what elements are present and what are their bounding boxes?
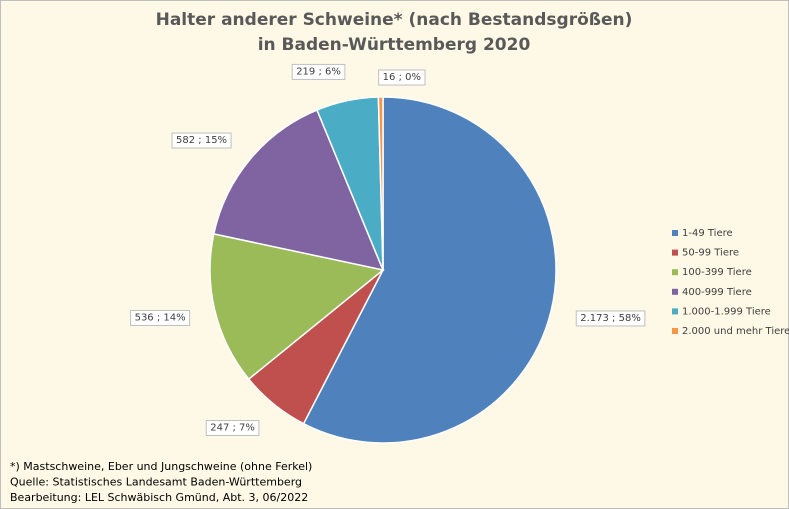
data-label: 219 ; 6%: [296, 66, 341, 77]
legend-label: 1.000-1.999 Tiere: [682, 306, 771, 317]
pie-slice: [209, 233, 385, 381]
data-label-box: [205, 419, 260, 436]
footnote: Quelle: Statistisches Landesamt Baden-Wü…: [10, 476, 302, 489]
chart-title: Halter anderer Schweine* (nach Bestandsg…: [156, 10, 633, 30]
legend-label: 2.000 und mehr Tiere: [682, 326, 789, 337]
data-label: 2.173 ; 58%: [580, 313, 641, 324]
legend-label: 400-999 Tiere: [682, 287, 752, 298]
pie-slice: [377, 96, 384, 271]
data-label: 247 ; 7%: [210, 422, 255, 433]
legend-swatch: [672, 269, 678, 276]
footnote: *) Mastschweine, Eber und Jungschweine (…: [10, 460, 312, 473]
legend-label: 100-399 Tiere: [682, 267, 752, 278]
legend-label: 50-99 Tiere: [682, 248, 739, 259]
legend-swatch: [672, 328, 678, 334]
data-label-box: [171, 132, 232, 149]
footnote: Bearbeitung: LEL Schwäbisch Gmünd, Abt. …: [10, 491, 308, 504]
chart-title: in Baden-Württemberg 2020: [258, 35, 531, 55]
data-label-box: [378, 69, 426, 86]
data-label: 16 ; 0%: [383, 72, 421, 83]
data-label-box: [291, 63, 346, 80]
pie-slice: [302, 96, 557, 444]
legend-swatch: [672, 288, 678, 295]
legend-swatch: [672, 308, 678, 315]
pie-slice: [212, 109, 385, 272]
legend-swatch: [672, 249, 678, 256]
legend-label: 1-49 Tiere: [682, 228, 733, 239]
data-label: 582 ; 15%: [176, 135, 227, 146]
data-label: 536 ; 14%: [135, 312, 186, 323]
legend-swatch: [672, 230, 678, 236]
data-label-box: [575, 310, 646, 327]
data-label-box: [130, 309, 191, 326]
